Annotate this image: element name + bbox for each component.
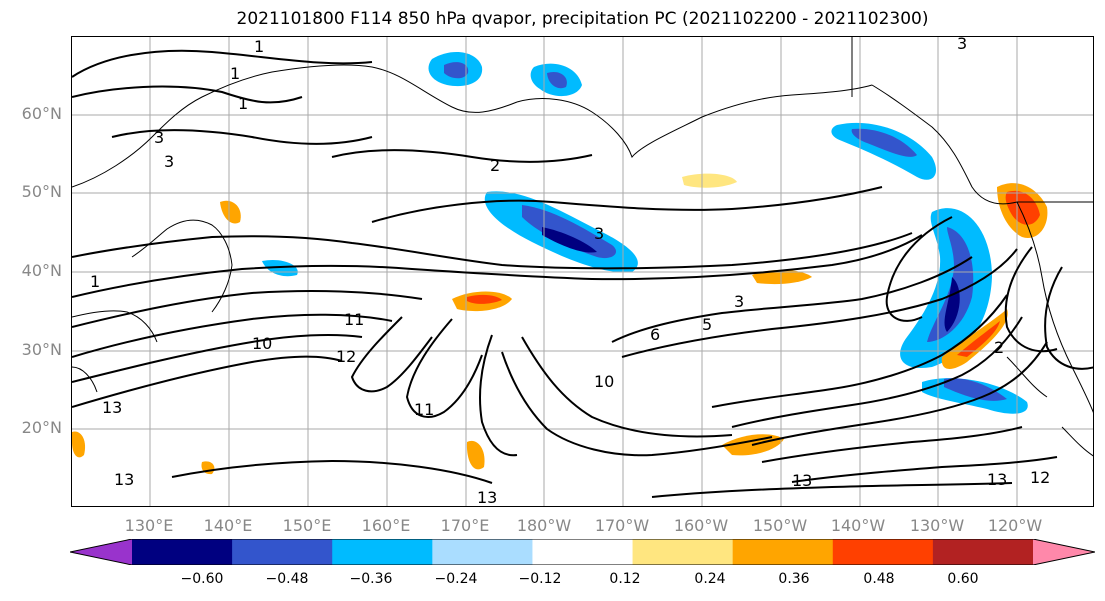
colorbar-tick: −0.24 bbox=[434, 571, 478, 587]
colorbar-segment bbox=[132, 539, 233, 565]
red-patch-east-high bbox=[1005, 190, 1040, 225]
colorbar-segment bbox=[732, 539, 834, 565]
contour-label: 10 bbox=[594, 372, 614, 391]
colorbar-segment bbox=[532, 539, 634, 565]
colorbar-tick: −0.12 bbox=[518, 571, 562, 587]
colorbar-tick: −0.48 bbox=[265, 571, 309, 587]
contour-label: 11 bbox=[414, 400, 434, 419]
colorbar-segment bbox=[632, 539, 734, 565]
colorbar-tick: 0.12 bbox=[609, 571, 641, 587]
contour-label: 13 bbox=[477, 488, 497, 507]
contour-label: 3 bbox=[734, 292, 744, 311]
lon-label-120w: 120°W bbox=[987, 516, 1043, 535]
contour-label: 1 bbox=[90, 272, 100, 291]
orange-patch-west bbox=[220, 200, 241, 224]
lon-label-130w: 130°W bbox=[909, 516, 965, 535]
contour-label: 13 bbox=[114, 470, 134, 489]
contour-label: 3 bbox=[957, 37, 967, 53]
colorbar-segments bbox=[70, 539, 1095, 565]
lon-label-150e: 150°E bbox=[282, 516, 332, 535]
graticule bbox=[72, 37, 1093, 506]
colorbar-tick: −0.36 bbox=[349, 571, 393, 587]
colorbar-tick: −0.60 bbox=[180, 571, 224, 587]
lat-label-60n: 60°N bbox=[21, 104, 62, 123]
lon-label-180w: 180°W bbox=[516, 516, 572, 535]
contour-label: 1 bbox=[238, 94, 248, 113]
lon-label-130e: 130°E bbox=[124, 516, 174, 535]
contour-label: 11 bbox=[344, 310, 364, 329]
colorbar bbox=[70, 539, 1095, 565]
navy-patch-central bbox=[542, 227, 597, 253]
contour-label: 3 bbox=[154, 128, 164, 147]
contour-label: 6 bbox=[650, 325, 660, 344]
contour-label: 12 bbox=[336, 347, 356, 366]
blue-patch-east-front bbox=[900, 208, 992, 368]
lon-label-150w: 150°W bbox=[752, 516, 808, 535]
colorbar-tick: 0.24 bbox=[694, 571, 726, 587]
orange-patch-southcentral bbox=[466, 440, 485, 470]
chart-title: 2021101800 F114 850 hPa qvapor, precipit… bbox=[236, 9, 929, 29]
steelblue-patch-central bbox=[522, 205, 617, 259]
colorbar-segment bbox=[1033, 539, 1095, 565]
steelblue-patch-subtropic-east bbox=[944, 378, 1007, 401]
colorbar-tick: 0.48 bbox=[863, 571, 895, 587]
contours bbox=[72, 49, 1093, 498]
lat-label-20n: 20°N bbox=[21, 418, 62, 437]
red-patch-dateline bbox=[467, 294, 502, 304]
contour-label: 3 bbox=[594, 224, 604, 243]
orange-patch-mid bbox=[752, 269, 812, 285]
lon-label-160e: 160°E bbox=[361, 516, 411, 535]
contour-label: 2 bbox=[994, 338, 1004, 357]
contour-label: 1 bbox=[230, 64, 240, 83]
contour-label: 5 bbox=[702, 315, 712, 334]
navy-patch-bering bbox=[444, 62, 469, 79]
lat-label-50n: 50°N bbox=[21, 182, 62, 201]
steelblue-patch-gulf-alaska bbox=[851, 128, 917, 157]
colorbar-tick: 0.60 bbox=[947, 571, 979, 587]
contour-label: 1 bbox=[254, 37, 264, 56]
contour-labels: 1 1 1 3 3 2 3 1 11 10 12 5 6 3 10 11 13 … bbox=[90, 37, 1050, 507]
lon-label-140w: 140°W bbox=[830, 516, 886, 535]
colorbar-segment bbox=[332, 539, 433, 565]
colorbar-tick: 0.36 bbox=[778, 571, 810, 587]
map-canvas: 1 1 1 3 3 2 3 1 11 10 12 5 6 3 10 11 13 … bbox=[72, 37, 1093, 507]
shading-layer bbox=[72, 52, 1048, 475]
colorbar-segment bbox=[70, 539, 132, 565]
contour-label: 3 bbox=[164, 152, 174, 171]
contour-label: 12 bbox=[1030, 468, 1050, 487]
contour-label: 13 bbox=[987, 470, 1007, 489]
lon-label-170w: 170°W bbox=[594, 516, 650, 535]
colorbar-segment bbox=[232, 539, 333, 565]
contour-label: 10 bbox=[252, 334, 272, 353]
colorbar-segment bbox=[832, 539, 934, 565]
lon-label-140e: 140°E bbox=[203, 516, 253, 535]
colorbar-segment bbox=[932, 539, 1034, 565]
map-panel: 1 1 1 3 3 2 3 1 11 10 12 5 6 3 10 11 13 … bbox=[71, 36, 1094, 507]
contour-label: 13 bbox=[792, 471, 812, 490]
steelblue-patch-east-front bbox=[927, 227, 974, 342]
contour-label: 2 bbox=[490, 156, 500, 175]
navy-patch-alaska-west bbox=[547, 71, 567, 89]
blue-patch-gulf-alaska bbox=[831, 122, 937, 180]
lat-label-40n: 40°N bbox=[21, 261, 62, 280]
lon-label-170e: 170°E bbox=[440, 516, 490, 535]
contour-label: 13 bbox=[102, 398, 122, 417]
coastlines bbox=[72, 37, 1093, 457]
navy-patch-east-front bbox=[944, 277, 960, 332]
colorbar-segment bbox=[432, 539, 533, 565]
orange-patch-sw bbox=[72, 431, 86, 458]
lat-label-30n: 30°N bbox=[21, 340, 62, 359]
red-patch-coastal bbox=[957, 321, 1000, 357]
lon-label-160w: 160°W bbox=[673, 516, 729, 535]
yellow-patch-mid bbox=[682, 173, 737, 188]
